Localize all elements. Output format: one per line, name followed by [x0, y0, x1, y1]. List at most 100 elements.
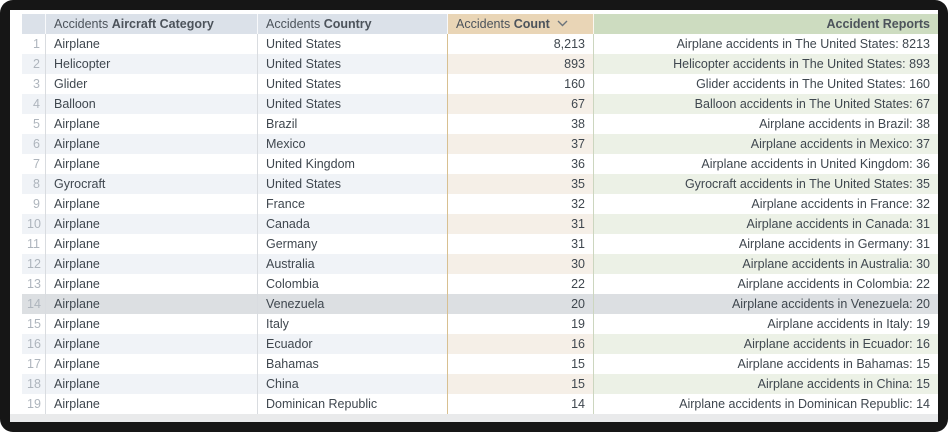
col-header-count[interactable]: Accidents Count [448, 14, 594, 34]
count-cell[interactable]: 14 [448, 394, 594, 414]
table-row[interactable]: 19 Airplane Dominican Republic 14 Airpla… [22, 394, 938, 414]
count-cell[interactable]: 160 [448, 74, 594, 94]
country-cell[interactable]: Bahamas [258, 354, 448, 374]
table-row[interactable]: 7 Airplane United Kingdom 36 Airplane ac… [22, 154, 938, 174]
count-cell[interactable]: 30 [448, 254, 594, 274]
report-cell[interactable]: Airplane accidents in Italy: 19 [767, 316, 930, 331]
report-cell[interactable]: Gyrocraft accidents in The United States… [594, 174, 938, 194]
country-cell[interactable]: Colombia [258, 274, 448, 294]
report-cell[interactable]: Airplane accidents in Colombia: 22 [737, 276, 930, 291]
table-row[interactable]: 3 Glider United States 160 Glider accide… [22, 74, 938, 94]
count-cell[interactable]: 38 [448, 114, 594, 134]
country-cell[interactable]: United States [258, 34, 448, 54]
table-row[interactable]: 6 Airplane Mexico 37 Airplane accidents … [22, 134, 938, 154]
table-row[interactable]: 2 Helicopter United States 893 Helicopte… [22, 54, 938, 74]
table-row[interactable]: 4 Balloon United States 67 Balloon accid… [22, 94, 938, 114]
count-cell[interactable]: 35 [448, 174, 594, 194]
table-row[interactable]: 12 Airplane Australia 30 Airplane accide… [22, 254, 938, 274]
aircraft-category-cell[interactable]: Airplane [46, 394, 258, 414]
country-cell[interactable]: United States [258, 54, 448, 74]
aircraft-category-cell[interactable]: Airplane [46, 34, 258, 54]
aircraft-category-cell[interactable]: Glider [46, 74, 258, 94]
col-header-aircraft-category[interactable]: Accidents Aircraft Category [46, 14, 258, 34]
table-row[interactable]: 1 Airplane United States 8,213 Airplane … [22, 34, 938, 54]
report-cell[interactable]: Airplane accidents in Dominican Republic… [679, 396, 930, 411]
count-cell[interactable]: 19 [448, 314, 594, 334]
count-cell[interactable]: 16 [448, 334, 594, 354]
country-cell[interactable]: United States [258, 94, 448, 114]
report-cell[interactable]: Balloon accidents in The United States: … [594, 94, 938, 114]
count-cell[interactable]: 893 [448, 54, 594, 74]
report-cell[interactable]: Airplane accidents in Australia: 30 [594, 254, 938, 274]
table-row[interactable]: 17 Airplane Bahamas 15 Airplane accident… [22, 354, 938, 374]
country-cell[interactable]: United States [258, 174, 448, 194]
aircraft-category-cell[interactable]: Airplane [46, 154, 258, 174]
country-cell[interactable]: United Kingdom [258, 154, 448, 174]
aircraft-category-cell[interactable]: Airplane [46, 354, 258, 374]
table-row[interactable]: 10 Airplane Canada 31 Airplane accidents… [22, 214, 938, 234]
report-cell[interactable]: Airplane accidents in Brazil: 38 [759, 116, 930, 131]
country-cell[interactable]: United States [258, 74, 448, 94]
count-cell[interactable]: 37 [448, 134, 594, 154]
aircraft-category-cell[interactable]: Airplane [46, 194, 258, 214]
horizontal-scrollbar[interactable] [10, 414, 938, 422]
aircraft-category-cell[interactable]: Airplane [46, 114, 258, 134]
country-cell[interactable]: Ecuador [258, 334, 448, 354]
count-cell[interactable]: 15 [448, 354, 594, 374]
count-cell[interactable]: 22 [448, 274, 594, 294]
country-cell[interactable]: Mexico [258, 134, 448, 154]
report-cell[interactable]: Airplane accidents in Venezuela: 20 [594, 294, 938, 314]
report-cell[interactable]: Glider accidents in The United States: 1… [696, 76, 930, 91]
aircraft-category-cell[interactable]: Helicopter [46, 54, 258, 74]
aircraft-category-cell[interactable]: Airplane [46, 274, 258, 294]
aircraft-category-cell[interactable]: Airplane [46, 374, 258, 394]
aircraft-category-cell[interactable]: Airplane [46, 254, 258, 274]
aircraft-category-cell[interactable]: Airplane [46, 314, 258, 334]
table-row[interactable]: 14 Airplane Venezuela 20 Airplane accide… [22, 294, 938, 314]
count-cell[interactable]: 31 [448, 234, 594, 254]
table-row[interactable]: 16 Airplane Ecuador 16 Airplane accident… [22, 334, 938, 354]
country-cell[interactable]: Canada [258, 214, 448, 234]
report-cell[interactable]: Airplane accidents in Germany: 31 [738, 236, 930, 251]
report-cell[interactable]: Airplane accidents in China: 15 [594, 374, 938, 394]
table-row[interactable]: 18 Airplane China 15 Airplane accidents … [22, 374, 938, 394]
aircraft-category-cell[interactable]: Airplane [46, 214, 258, 234]
country-cell[interactable]: Dominican Republic [258, 394, 448, 414]
aircraft-category-cell[interactable]: Airplane [46, 234, 258, 254]
table-row[interactable]: 11 Airplane Germany 31 Airplane accident… [22, 234, 938, 254]
col-header-accident-reports[interactable]: Accident Reports [594, 14, 938, 34]
country-cell[interactable]: China [258, 374, 448, 394]
count-cell[interactable]: 31 [448, 214, 594, 234]
report-cell[interactable]: Helicopter accidents in The United State… [594, 54, 938, 74]
count-cell[interactable]: 67 [448, 94, 594, 114]
count-cell[interactable]: 8,213 [448, 34, 594, 54]
aircraft-category-cell[interactable]: Gyrocraft [46, 174, 258, 194]
report-cell[interactable]: Airplane accidents in Canada: 31 [594, 214, 938, 234]
table-row[interactable]: 8 Gyrocraft United States 35 Gyrocraft a… [22, 174, 938, 194]
country-cell[interactable]: Germany [258, 234, 448, 254]
table-row[interactable]: 15 Airplane Italy 19 Airplane accidents … [22, 314, 938, 334]
count-cell[interactable]: 32 [448, 194, 594, 214]
col-header-country[interactable]: Accidents Country [258, 14, 448, 34]
count-cell[interactable]: 20 [448, 294, 594, 314]
report-cell[interactable]: Airplane accidents in The United States:… [676, 36, 930, 51]
aircraft-category-cell[interactable]: Balloon [46, 94, 258, 114]
report-cell[interactable]: Airplane accidents in France: 32 [751, 196, 930, 211]
country-cell[interactable]: Brazil [258, 114, 448, 134]
table-row[interactable]: 13 Airplane Colombia 22 Airplane acciden… [22, 274, 938, 294]
country-cell[interactable]: Australia [258, 254, 448, 274]
country-cell[interactable]: France [258, 194, 448, 214]
report-cell[interactable]: Airplane accidents in United Kingdom: 36 [701, 156, 930, 171]
report-cell[interactable]: Airplane accidents in Bahamas: 15 [737, 356, 930, 371]
table-row[interactable]: 5 Airplane Brazil 38 Airplane accidents … [22, 114, 938, 134]
country-cell[interactable]: Venezuela [258, 294, 448, 314]
aircraft-category-cell[interactable]: Airplane [46, 134, 258, 154]
aircraft-category-cell[interactable]: Airplane [46, 294, 258, 314]
chevron-down-icon[interactable] [557, 14, 568, 33]
count-cell[interactable]: 15 [448, 374, 594, 394]
aircraft-category-cell[interactable]: Airplane [46, 334, 258, 354]
table-row[interactable]: 9 Airplane France 32 Airplane accidents … [22, 194, 938, 214]
count-cell[interactable]: 36 [448, 154, 594, 174]
report-cell[interactable]: Airplane accidents in Mexico: 37 [594, 134, 938, 154]
country-cell[interactable]: Italy [258, 314, 448, 334]
